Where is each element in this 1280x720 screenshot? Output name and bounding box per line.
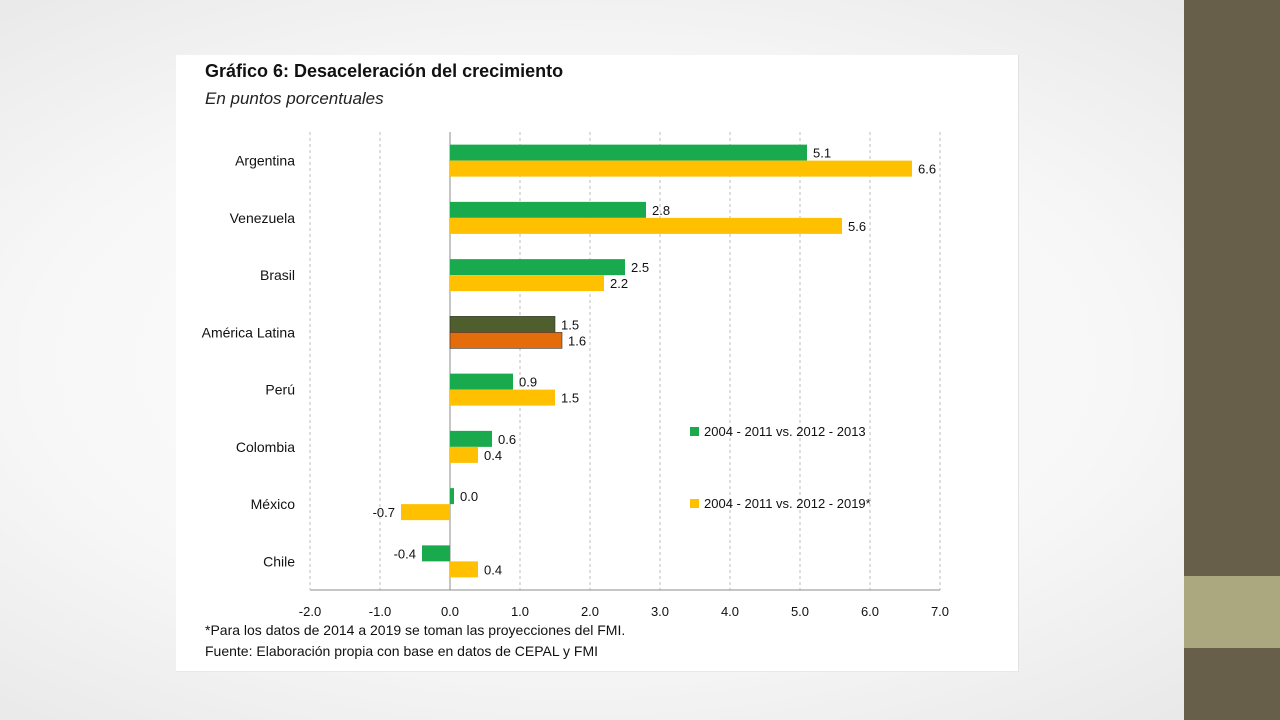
legend-swatch	[690, 499, 699, 508]
x-tick-label: 5.0	[791, 604, 809, 619]
bar-series2	[450, 389, 555, 406]
data-label: 1.5	[561, 391, 579, 406]
slide-side-bar-top	[1184, 0, 1280, 576]
x-tick-label: 3.0	[651, 604, 669, 619]
bar-series1	[449, 316, 556, 333]
bar-series2	[450, 160, 912, 177]
bar-series2	[401, 504, 450, 521]
chart-subtitle: En puntos porcentuales	[205, 89, 384, 108]
legend-label: 2004 - 2011 vs. 2012 - 2019*	[704, 496, 871, 511]
bar-series2	[450, 275, 604, 292]
category-label: Venezuela	[230, 210, 296, 226]
data-label: 0.4	[484, 562, 502, 577]
x-tick-label: 1.0	[511, 604, 529, 619]
legend-swatch	[690, 427, 699, 436]
x-tick-label: 2.0	[581, 604, 599, 619]
x-tick-label: 0.0	[441, 604, 459, 619]
x-tick-label: 6.0	[861, 604, 879, 619]
data-label: 5.6	[848, 219, 866, 234]
data-label: 0.0	[460, 489, 478, 504]
category-label: Colombia	[236, 439, 295, 455]
bar-series2	[450, 217, 842, 234]
legend-label: 2004 - 2011 vs. 2012 - 2013	[704, 424, 866, 439]
category-label: Argentina	[235, 153, 295, 169]
data-label: 0.6	[498, 432, 516, 447]
category-label: México	[251, 496, 296, 512]
category-label: Brasil	[260, 267, 295, 283]
data-label: 2.8	[652, 203, 670, 218]
bar-series1	[450, 201, 646, 218]
x-tick-label: -2.0	[299, 604, 321, 619]
bar-series1	[450, 144, 807, 161]
bar-series1	[450, 430, 492, 447]
category-label: Perú	[265, 382, 295, 398]
bar-series2	[450, 561, 478, 578]
category-label: Chile	[263, 553, 295, 569]
bar-series2	[450, 446, 478, 463]
data-label: 0.4	[484, 448, 502, 463]
x-tick-label: -1.0	[369, 604, 391, 619]
bar-series1	[450, 259, 625, 276]
data-label: 1.5	[561, 317, 579, 332]
data-label: 2.2	[610, 276, 628, 291]
chart-title: Gráfico 6: Desaceleración del crecimient…	[205, 61, 564, 81]
chart-footnote: *Para los datos de 2014 a 2019 se toman …	[205, 622, 626, 638]
chart-source: Fuente: Elaboración propia con base en d…	[205, 643, 599, 659]
bar-series1	[450, 488, 454, 505]
category-label: América Latina	[202, 324, 296, 340]
data-label: -0.4	[394, 546, 416, 561]
x-tick-label: 4.0	[721, 604, 739, 619]
data-label: 6.6	[918, 162, 936, 177]
data-label: 0.9	[519, 375, 537, 390]
bar-series2	[449, 332, 563, 349]
slide-side-bar-bottom	[1184, 648, 1280, 720]
slide-side-bar-accent	[1184, 576, 1280, 648]
data-label: 1.6	[568, 333, 586, 348]
data-label: 2.5	[631, 260, 649, 275]
bar-series1	[422, 545, 450, 562]
data-label: 5.1	[813, 146, 831, 161]
x-tick-label: 7.0	[931, 604, 949, 619]
bar-series1	[450, 373, 513, 390]
data-label: -0.7	[373, 505, 395, 520]
